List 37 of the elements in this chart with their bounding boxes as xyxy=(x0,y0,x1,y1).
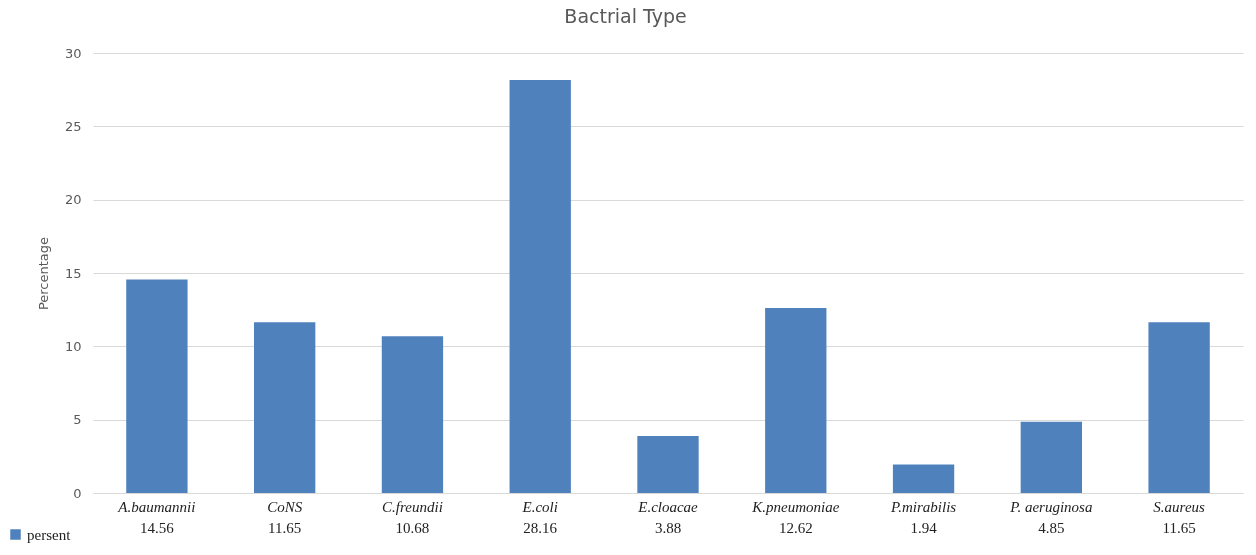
legend-label: persent xyxy=(27,526,72,543)
data-label: 3.88 xyxy=(654,520,682,536)
bar xyxy=(1020,421,1082,493)
bar xyxy=(509,79,571,493)
data-label: 11.65 xyxy=(1162,520,1196,536)
y-tick-label: 20 xyxy=(64,192,82,208)
bar xyxy=(637,436,699,493)
y-tick-label: 25 xyxy=(64,118,82,134)
x-tick-label: CoNS xyxy=(267,498,303,515)
y-tick-label: 15 xyxy=(64,265,82,281)
data-label: 10.68 xyxy=(395,520,430,536)
data-label: 1.94 xyxy=(910,520,938,536)
x-tick-label: S.aureus xyxy=(1153,498,1206,515)
data-label: 28.16 xyxy=(523,520,558,536)
x-tick-label: P.mirabilis xyxy=(889,498,957,515)
y-tick-label: 10 xyxy=(64,338,82,354)
x-tick-label: K.pneumoniae xyxy=(751,498,840,515)
bar xyxy=(254,322,316,493)
bar xyxy=(381,336,444,493)
x-tick-label: C.freundii xyxy=(382,498,443,515)
chart-title: Bactrial Type xyxy=(564,5,687,27)
y-tick-label: 0 xyxy=(73,485,82,501)
bar xyxy=(126,279,188,493)
x-tick-label: E.coli xyxy=(521,498,558,515)
x-tick-label: A.baumannii xyxy=(117,498,196,515)
data-label: 14.56 xyxy=(140,520,175,536)
bar xyxy=(765,307,827,493)
y-tick-label: 30 xyxy=(64,45,82,61)
bar xyxy=(892,464,955,493)
y-tick-label: 5 xyxy=(73,412,82,428)
x-tick-label: P. aeruginosa xyxy=(1009,498,1093,515)
data-label: 12.62 xyxy=(778,520,813,536)
data-label: 4.85 xyxy=(1038,520,1065,536)
y-axis-title: Percentage xyxy=(35,236,51,311)
data-label: 11.65 xyxy=(268,520,302,536)
bar xyxy=(1148,322,1210,493)
x-tick-label: E.cloacae xyxy=(637,498,699,515)
